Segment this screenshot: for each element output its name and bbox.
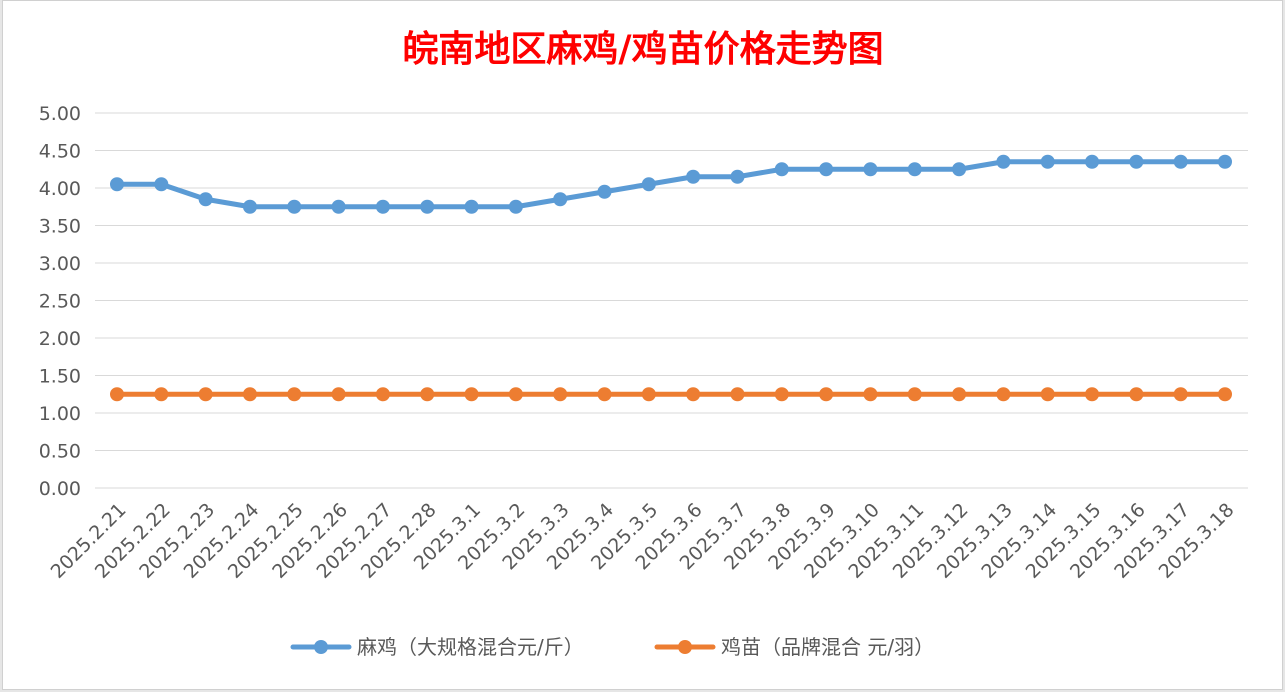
data-point — [331, 387, 346, 402]
data-point — [863, 162, 878, 177]
data-point — [242, 199, 257, 214]
data-point — [508, 199, 523, 214]
data-point — [774, 162, 789, 177]
legend-label: 鸡苗（品牌混合 元/羽） — [721, 635, 934, 659]
data-point — [1040, 387, 1055, 402]
data-point — [508, 387, 523, 402]
data-point — [420, 199, 435, 214]
data-point — [907, 387, 922, 402]
data-point — [686, 387, 701, 402]
legend-marker — [678, 640, 692, 654]
data-point — [1129, 387, 1144, 402]
series-group — [110, 154, 1232, 402]
y-tick-label: 5.00 — [39, 103, 81, 125]
data-point — [641, 387, 656, 402]
data-point — [996, 387, 1011, 402]
data-point — [952, 387, 967, 402]
data-point — [331, 199, 346, 214]
data-point — [198, 192, 213, 207]
data-point — [110, 387, 124, 402]
y-tick-label: 2.50 — [39, 291, 81, 313]
data-point — [464, 199, 479, 214]
data-point — [907, 162, 922, 177]
data-point — [1218, 154, 1232, 169]
data-point — [198, 387, 213, 402]
y-tick-label: 4.00 — [39, 178, 81, 200]
data-point — [730, 169, 745, 184]
y-axis-ticks: 0.00 0.50 1.00 1.50 2.00 2.50 3.00 3.50 4.00 4.50… — [39, 103, 81, 500]
data-point — [730, 387, 745, 402]
data-point — [819, 162, 834, 177]
y-tick-label: 1.50 — [39, 366, 81, 388]
data-point — [1085, 154, 1100, 169]
y-tick-label: 0.00 — [39, 478, 81, 500]
data-point — [774, 387, 789, 402]
data-point — [597, 387, 612, 402]
data-point — [375, 387, 390, 402]
y-tick-label: 1.00 — [39, 403, 81, 425]
data-point — [287, 199, 302, 214]
data-point — [686, 169, 701, 184]
data-point — [553, 387, 568, 402]
data-point — [242, 387, 257, 402]
data-point — [1218, 387, 1232, 402]
data-point — [553, 192, 568, 207]
y-tick-label: 4.50 — [39, 141, 81, 163]
data-point — [287, 387, 302, 402]
data-point — [952, 162, 967, 177]
data-point — [819, 387, 834, 402]
data-point — [863, 387, 878, 402]
legend-item: 麻鸡（大规格混合元/斤） — [290, 635, 584, 659]
data-point — [375, 199, 390, 214]
data-point — [1173, 387, 1188, 402]
data-point — [1085, 387, 1100, 402]
gridlines — [95, 112, 1248, 489]
series-line — [114, 159, 1228, 210]
data-point — [996, 154, 1011, 169]
data-point — [420, 387, 435, 402]
data-point — [464, 387, 479, 402]
legend: 麻鸡（大规格混合元/斤） 鸡苗（品牌混合 元/羽） — [290, 635, 934, 659]
line-chart: 皖南地区麻鸡/鸡苗价格走势图 0.00 0.50 1.00 1.50 2.00 2.50 3… — [39, 28, 1248, 659]
data-point — [154, 387, 169, 402]
y-tick-label: 3.00 — [39, 253, 81, 275]
series-2 — [110, 387, 1232, 402]
y-tick-label: 0.50 — [39, 441, 81, 463]
legend-marker — [314, 640, 328, 654]
data-point — [641, 177, 656, 192]
data-point — [1129, 154, 1144, 169]
data-point — [1040, 154, 1055, 169]
data-point — [154, 177, 169, 192]
x-axis-ticks: 2025.2.212025.2.222025.2.232025.2.242025… — [47, 499, 1239, 583]
data-point — [1173, 154, 1188, 169]
series-1 — [110, 154, 1232, 214]
legend-label: 麻鸡（大规格混合元/斤） — [357, 635, 584, 659]
chart-title: 皖南地区麻鸡/鸡苗价格走势图 — [402, 28, 883, 70]
data-point — [597, 184, 612, 199]
legend-item: 鸡苗（品牌混合 元/羽） — [654, 635, 934, 659]
y-tick-label: 3.50 — [39, 216, 81, 238]
data-point — [110, 177, 124, 192]
y-tick-label: 2.00 — [39, 328, 81, 350]
